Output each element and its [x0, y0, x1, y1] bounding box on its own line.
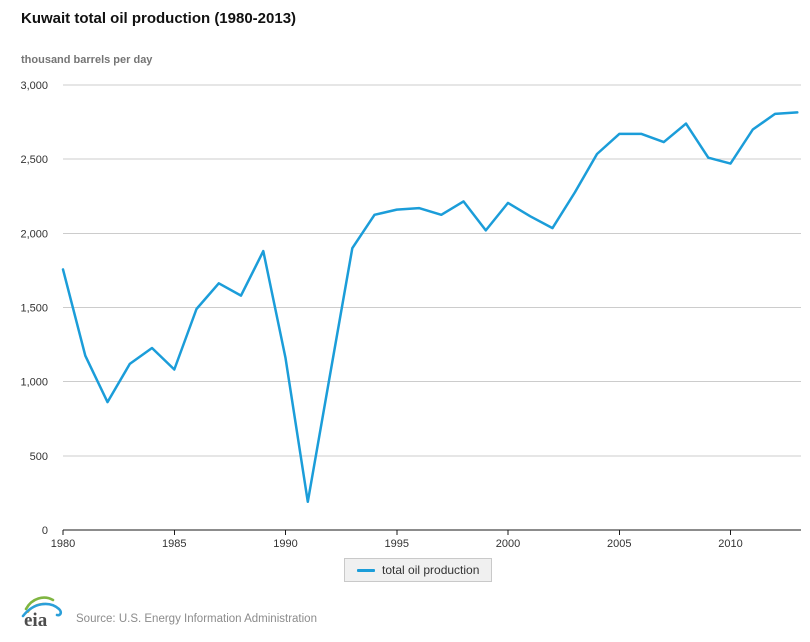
svg-text:3,000: 3,000 — [20, 80, 48, 92]
data-line-total-oil-production — [61, 111, 799, 504]
svg-text:2000: 2000 — [496, 538, 520, 550]
gridlines — [63, 84, 801, 457]
svg-text:1990: 1990 — [273, 538, 297, 550]
source-attribution: Source: U.S. Energy Information Administ… — [76, 613, 317, 625]
svg-text:2010: 2010 — [718, 538, 742, 550]
y-axis-unit-label: thousand barrels per day — [21, 54, 153, 66]
x-axis — [62, 529, 801, 535]
svg-text:500: 500 — [30, 451, 48, 463]
eia-logo[interactable]: eia — [20, 592, 64, 632]
eia-logo-green-swoosh — [24, 596, 55, 611]
chart-title: Kuwait total oil production (1980-2013) — [21, 10, 297, 27]
footer: eia Source: U.S. Energy Information Admi… — [20, 592, 317, 632]
legend-label: total oil production — [382, 563, 480, 577]
legend-item-total-oil-production[interactable]: total oil production — [357, 563, 479, 577]
svg-text:1995: 1995 — [385, 538, 409, 550]
svg-text:1,500: 1,500 — [20, 303, 48, 315]
eia-logo-text: eia — [24, 610, 48, 631]
x-tick-labels: 1980 1985 1990 1995 2000 2005 2010 — [51, 538, 743, 550]
svg-text:1985: 1985 — [162, 538, 186, 550]
line-chart: 0 500 1,000 1,500 2,000 2,500 3,000 1980 1985 199… — [20, 80, 801, 550]
eia-logo-blue-swoosh — [21, 602, 63, 618]
svg-text:2,000: 2,000 — [20, 228, 48, 240]
svg-text:0: 0 — [42, 525, 48, 537]
y-tick-labels: 0 500 1,000 1,500 2,000 2,500 3,000 — [20, 80, 48, 537]
legend-line-swatch — [357, 568, 375, 572]
svg-text:1,000: 1,000 — [20, 377, 48, 389]
legend: total oil production — [344, 558, 493, 582]
svg-text:1980: 1980 — [51, 538, 75, 550]
svg-text:2005: 2005 — [607, 538, 631, 550]
svg-text:2,500: 2,500 — [20, 154, 48, 166]
